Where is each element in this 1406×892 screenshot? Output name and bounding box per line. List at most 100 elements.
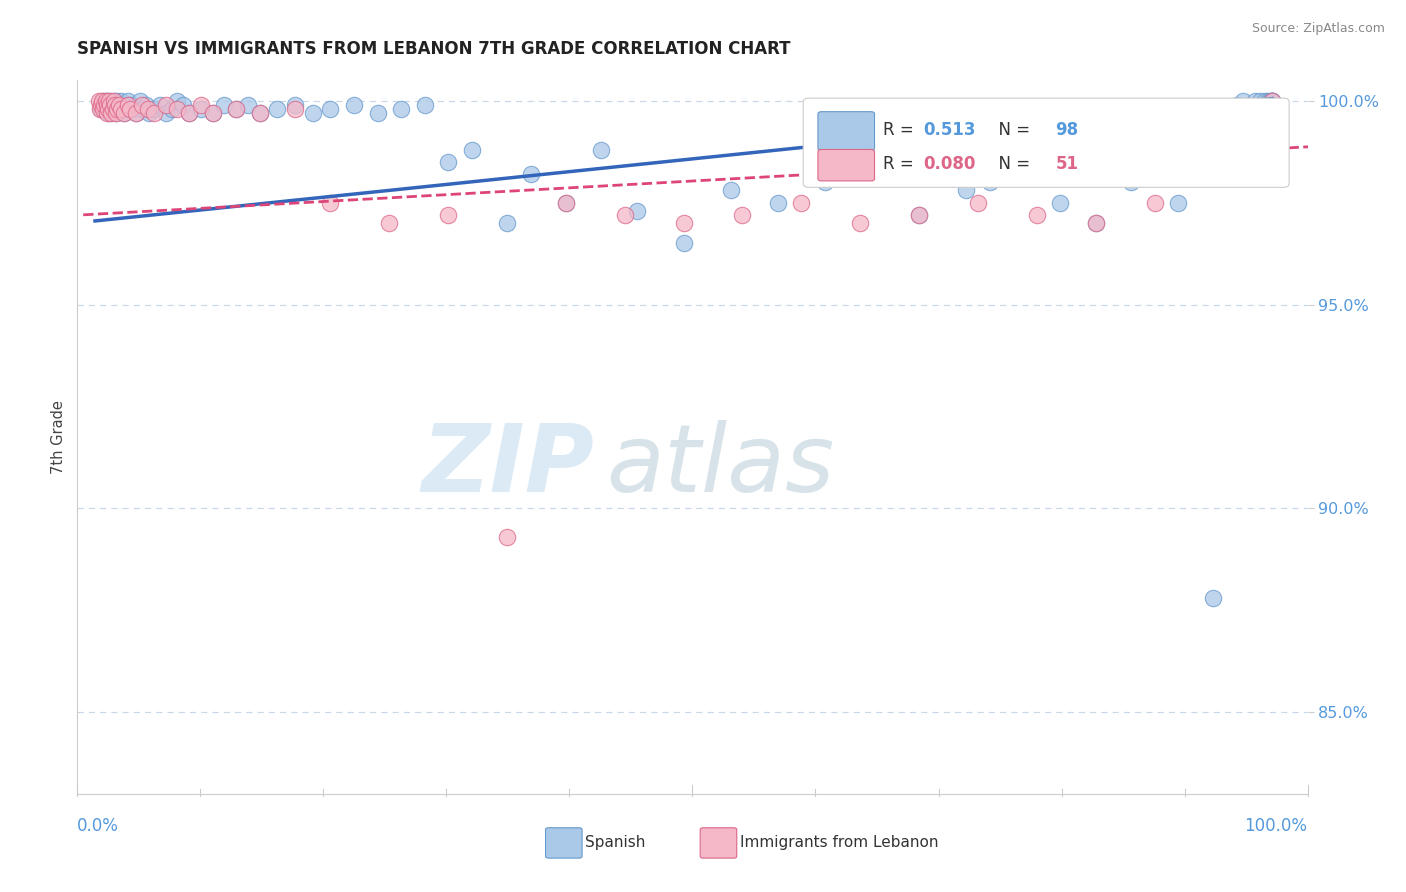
Point (135, 97, 157, 112)
Point (89, 102, 111, 116)
Point (1258, 94, 1281, 108)
Point (319, 195, 342, 210)
Point (1226, 97, 1249, 112)
Point (1237, 102, 1260, 116)
Point (149, 97, 172, 112)
Point (1261, 94, 1284, 108)
Point (554, 195, 576, 210)
Point (201, 106, 224, 120)
Point (496, 216, 519, 230)
Point (105, 102, 128, 116)
Point (1250, 94, 1272, 108)
Point (908, 208, 931, 222)
Text: 0.0%: 0.0% (77, 817, 120, 835)
Point (117, 94, 139, 108)
Point (93, 97, 115, 112)
Point (125, 106, 148, 120)
Point (1119, 175, 1142, 189)
Point (1261, 94, 1284, 108)
Text: N =: N = (988, 155, 1035, 173)
Point (249, 106, 271, 120)
Point (98, 94, 121, 108)
Point (112, 106, 135, 120)
Point (155, 106, 177, 120)
Point (120, 102, 142, 116)
Point (1261, 97, 1284, 112)
Text: R =: R = (883, 121, 920, 139)
Point (413, 97, 436, 112)
Point (131, 102, 153, 116)
Point (591, 143, 613, 157)
Point (1257, 102, 1279, 116)
Point (87, 94, 110, 108)
FancyBboxPatch shape (818, 150, 875, 181)
Point (437, 208, 460, 222)
Point (319, 102, 342, 116)
Text: N =: N = (988, 121, 1035, 139)
Point (96, 102, 118, 116)
Point (90, 97, 112, 112)
Point (166, 94, 188, 108)
Point (91, 102, 114, 116)
Point (496, 530, 519, 544)
Point (1261, 102, 1284, 116)
Point (1261, 102, 1284, 116)
Point (672, 216, 695, 230)
Point (284, 102, 307, 116)
Point (105, 106, 128, 120)
Point (1247, 97, 1270, 112)
Point (160, 102, 183, 116)
Point (1261, 102, 1284, 116)
Point (1191, 154, 1213, 169)
Point (115, 102, 138, 116)
Point (101, 102, 124, 116)
Point (519, 167, 541, 181)
Point (1143, 195, 1166, 210)
Point (190, 102, 212, 116)
Point (96, 106, 118, 120)
Point (1260, 97, 1282, 112)
Point (111, 97, 134, 112)
Text: R =: R = (883, 155, 920, 173)
Point (128, 94, 150, 108)
Point (110, 94, 132, 108)
Point (94, 94, 117, 108)
Point (731, 208, 754, 222)
Point (860, 154, 883, 169)
Point (100, 102, 122, 116)
Point (814, 175, 837, 189)
Point (672, 236, 695, 251)
Point (98, 106, 121, 120)
Point (179, 106, 201, 120)
Point (225, 102, 247, 116)
Point (790, 195, 813, 210)
Point (967, 195, 990, 210)
Point (105, 106, 128, 120)
Text: Immigrants from Lebanon: Immigrants from Lebanon (740, 836, 938, 850)
Text: 98: 98 (1056, 121, 1078, 139)
Point (91, 94, 114, 108)
Point (1261, 94, 1284, 108)
Point (172, 97, 194, 112)
Point (190, 97, 212, 112)
Point (236, 97, 259, 112)
Point (389, 102, 412, 116)
Point (107, 97, 129, 112)
Point (1213, 102, 1236, 116)
Point (121, 102, 143, 116)
Point (98, 94, 121, 108)
Point (979, 175, 1001, 189)
Point (179, 106, 201, 120)
Point (142, 106, 165, 120)
Point (214, 97, 236, 112)
Point (105, 94, 128, 108)
Point (766, 195, 789, 210)
Point (1261, 97, 1284, 112)
Point (626, 203, 648, 218)
Point (343, 97, 366, 112)
Point (955, 183, 977, 197)
Point (249, 106, 271, 120)
Point (437, 154, 460, 169)
Point (1202, 591, 1225, 606)
Point (461, 143, 484, 157)
